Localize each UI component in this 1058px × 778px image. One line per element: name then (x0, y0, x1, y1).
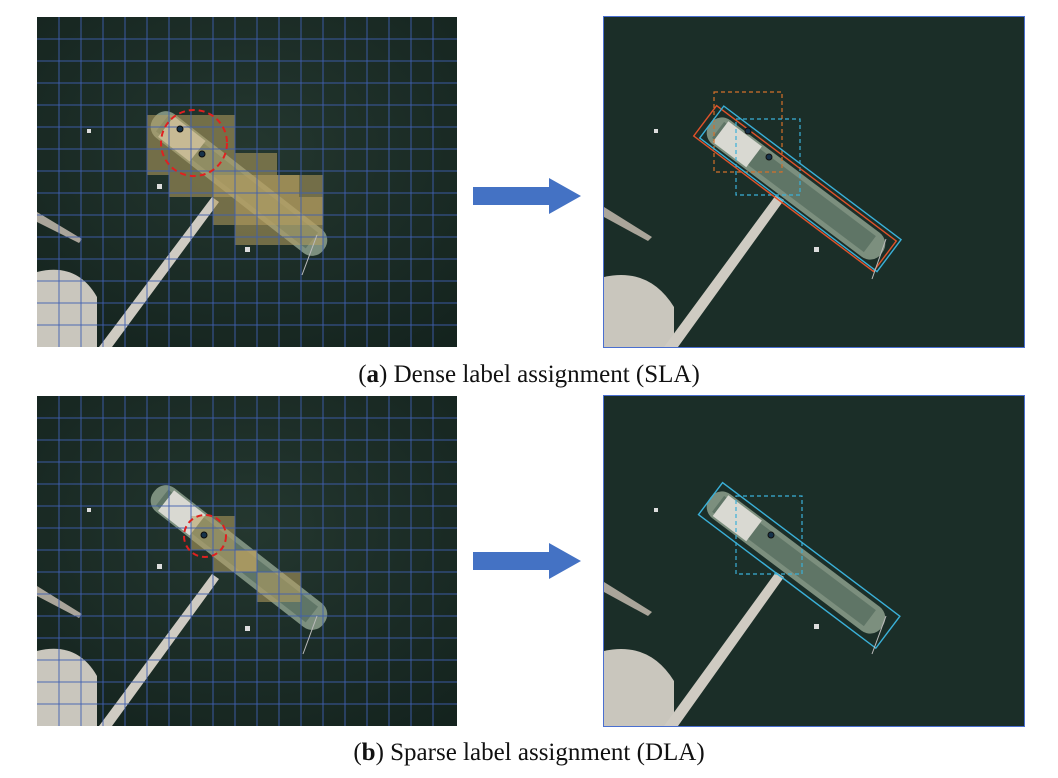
caption-b-text: Sparse label assignment (DLA) (390, 739, 705, 766)
side-pier (604, 207, 652, 241)
caption-a-letter: a (366, 361, 380, 388)
anchor-box-dashed-orange (713, 91, 783, 173)
caption-a-text: Dense label assignment (SLA) (393, 361, 700, 388)
arrow-right-icon (473, 543, 583, 584)
anchor-grid (37, 17, 457, 347)
center-sampling-circle (160, 109, 228, 177)
small-object (814, 624, 819, 629)
small-object (245, 247, 250, 252)
panel-b-right-detections (603, 395, 1025, 727)
main-pier (664, 195, 784, 347)
storage-tank-area (37, 648, 97, 726)
satellite-image-a-left (37, 17, 457, 347)
tanker-ship (706, 491, 886, 634)
center-sampling-circle (183, 514, 227, 558)
anchor-box-dashed-cyan (735, 118, 801, 196)
mooring-line (301, 234, 318, 276)
mooring-line (871, 615, 887, 655)
mooring-line (871, 238, 887, 280)
panel-b-left-grid-assignment (37, 396, 457, 726)
gt-center-point (744, 127, 752, 135)
small-object (654, 508, 658, 512)
small-object (157, 564, 162, 569)
tanker-ship (706, 117, 886, 260)
storage-tank-area (37, 269, 97, 347)
panel-a-right-detections (603, 16, 1025, 348)
gt-center-point (200, 531, 208, 539)
small-object (654, 129, 658, 133)
small-object (157, 184, 162, 189)
predicted-rotated-box-red (692, 104, 898, 273)
anchor-grid (37, 396, 457, 726)
main-pier (664, 572, 784, 726)
satellite-image-b-left (37, 396, 457, 726)
caption-a: (a) Dense label assignment (SLA) (358, 361, 700, 388)
small-object (245, 626, 250, 631)
panel-a-left-grid-assignment (37, 17, 457, 347)
caption-b: (b) Sparse label assignment (DLA) (353, 739, 705, 766)
satellite-image-b-right (604, 396, 1024, 726)
gt-center-point (767, 531, 775, 539)
small-object (87, 508, 91, 512)
caption-b-letter: b (361, 739, 376, 766)
gt-center-point (176, 125, 184, 133)
small-object (87, 129, 91, 133)
predicted-rotated-box-cyan (698, 105, 903, 273)
anchor-box-dashed-cyan (735, 495, 803, 575)
satellite-image-a-right (604, 17, 1024, 347)
storage-tank-area (604, 275, 674, 347)
main-pier (99, 197, 219, 347)
cell-center-point (198, 150, 206, 158)
mooring-line (302, 615, 318, 655)
side-pier (604, 582, 652, 616)
small-object (814, 247, 819, 252)
main-pier (99, 574, 219, 726)
predicted-rotated-box-cyan (697, 481, 901, 650)
cell-center-point (765, 153, 773, 161)
arrow-right-icon (473, 178, 583, 219)
storage-tank-area (604, 649, 674, 726)
